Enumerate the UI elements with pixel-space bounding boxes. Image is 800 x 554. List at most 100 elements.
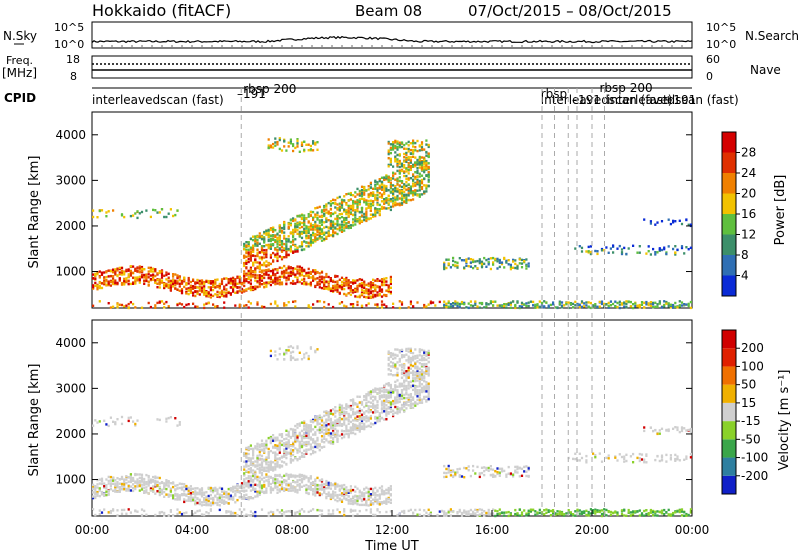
range-cell xyxy=(680,301,684,304)
range-cell xyxy=(367,282,370,285)
range-cell xyxy=(283,514,286,517)
range-cell xyxy=(174,484,177,488)
range-cell xyxy=(418,155,421,159)
range-cell xyxy=(276,508,279,512)
range-cell xyxy=(274,350,277,353)
range-cell xyxy=(309,443,312,446)
range-cell xyxy=(158,278,161,281)
range-cell xyxy=(312,449,315,453)
range-cell xyxy=(138,476,141,480)
range-cell xyxy=(289,444,292,448)
range-cell xyxy=(574,247,577,250)
range-cell xyxy=(127,485,130,488)
noise-search-dot xyxy=(251,45,253,47)
range-cell xyxy=(249,489,252,492)
range-cell xyxy=(596,305,599,308)
range-cell xyxy=(360,214,364,217)
range-cell xyxy=(503,256,506,260)
range-cell xyxy=(216,294,219,297)
range-cell xyxy=(287,482,290,486)
range-cell xyxy=(176,484,179,487)
range-cell xyxy=(396,160,399,163)
range-cell xyxy=(176,282,179,285)
range-cell xyxy=(92,209,95,212)
range-cell xyxy=(345,193,348,196)
velocity-cells xyxy=(92,345,692,518)
range-cell xyxy=(298,280,301,284)
range-cell xyxy=(245,261,248,264)
range-cell xyxy=(423,167,426,171)
range-cell xyxy=(318,443,321,447)
range-cell xyxy=(136,478,139,481)
range-cell xyxy=(134,212,137,215)
range-cell xyxy=(463,266,466,269)
range-cell xyxy=(305,448,308,451)
range-cell xyxy=(527,304,530,308)
range-cell xyxy=(276,480,279,483)
range-cell xyxy=(276,448,279,451)
range-cell xyxy=(236,276,239,279)
range-cell xyxy=(372,213,375,216)
range-cell xyxy=(220,499,224,502)
range-cell xyxy=(205,295,208,298)
range-cell xyxy=(220,280,224,283)
range-cell xyxy=(389,190,392,193)
range-cell xyxy=(283,511,286,514)
range-cell xyxy=(325,493,328,496)
range-cell xyxy=(305,452,308,455)
range-cell xyxy=(247,277,250,281)
range-cell xyxy=(152,276,155,280)
range-cell xyxy=(585,301,588,304)
range-cell xyxy=(96,483,99,486)
range-cell xyxy=(269,488,272,491)
range-cell xyxy=(249,237,252,241)
range-cell xyxy=(272,468,275,471)
range-cell xyxy=(127,306,130,310)
range-cell xyxy=(405,158,408,162)
range-cell xyxy=(305,451,308,454)
range-cell xyxy=(263,444,266,448)
range-cell xyxy=(294,481,297,484)
range-cell xyxy=(167,279,170,282)
range-cell xyxy=(163,215,166,219)
range-cell xyxy=(123,279,126,283)
range-cell xyxy=(412,198,415,201)
range-cell xyxy=(156,476,159,479)
range-cell xyxy=(320,239,324,242)
noise-search-dot xyxy=(551,45,553,47)
range-cell xyxy=(163,490,166,494)
range-cell xyxy=(256,459,259,462)
range-cell xyxy=(256,252,259,255)
range-cell xyxy=(214,489,217,492)
range-cell xyxy=(300,232,304,235)
range-cell xyxy=(258,282,261,286)
range-cell xyxy=(520,305,524,308)
range-cell xyxy=(252,497,255,500)
range-cell xyxy=(163,284,166,288)
range-cell xyxy=(152,475,155,479)
range-cell xyxy=(289,486,292,490)
range-cell xyxy=(132,476,135,480)
range-cell xyxy=(209,509,212,512)
range-cell xyxy=(376,181,379,184)
range-cell xyxy=(269,302,272,306)
range-cell xyxy=(492,263,495,266)
range-cell xyxy=(267,138,270,141)
cpid-label-7: interleavedscan (fast) xyxy=(607,93,739,107)
range-cell xyxy=(296,426,299,429)
range-cell xyxy=(656,303,659,306)
range-cell xyxy=(336,222,339,226)
range-cell xyxy=(343,219,346,222)
range-cell xyxy=(325,439,328,442)
range-cell xyxy=(392,188,395,191)
range-cell xyxy=(400,180,404,183)
range-cell xyxy=(380,183,384,186)
range-cell xyxy=(467,257,470,260)
range-cell xyxy=(320,484,324,488)
range-cell xyxy=(358,198,361,201)
range-cell xyxy=(247,477,250,480)
range-cell xyxy=(134,268,137,272)
range-cell xyxy=(138,212,141,215)
range-cell xyxy=(294,230,297,233)
range-cell xyxy=(123,215,126,219)
